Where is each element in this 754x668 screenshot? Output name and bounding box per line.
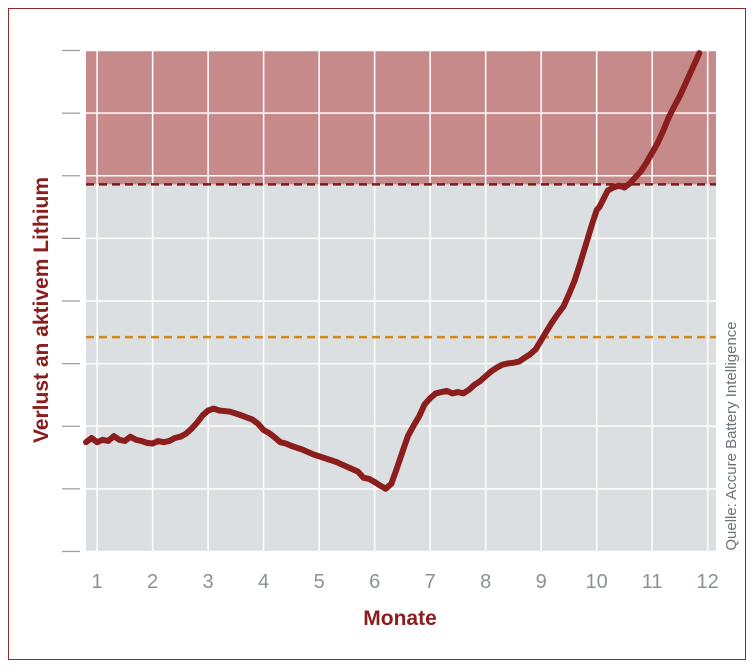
x-tick-label-2: 2	[147, 571, 158, 593]
threshold-lines	[86, 183, 716, 339]
x-tick-labels: 1 2 3 4 5 6 7 8 9 10 11 12	[92, 571, 719, 593]
x-tick-label-7: 7	[425, 571, 436, 593]
x-tick-label-12: 12	[697, 571, 719, 593]
source-note: Quelle: Accure Battery Intelligence	[723, 321, 740, 550]
zone-critical	[86, 50, 716, 185]
x-tick-label-1: 1	[92, 571, 103, 593]
x-tick-label-9: 9	[536, 571, 547, 593]
x-tick-label-3: 3	[203, 571, 214, 593]
zones	[86, 50, 716, 552]
y-axis-title: Verlust an aktivem Lithium	[30, 177, 53, 443]
x-tick-label-10: 10	[586, 571, 608, 593]
x-tick-label-5: 5	[314, 571, 325, 593]
series-line	[83, 50, 703, 492]
x-tick-label-4: 4	[258, 571, 269, 593]
y-axis-ticks	[62, 49, 80, 553]
zone-normal	[86, 184, 716, 552]
x-axis-title: Monate	[363, 607, 437, 630]
x-tick-label-11: 11	[642, 571, 663, 593]
x-tick-label-8: 8	[480, 571, 491, 593]
x-tick-label-6: 6	[369, 571, 380, 593]
